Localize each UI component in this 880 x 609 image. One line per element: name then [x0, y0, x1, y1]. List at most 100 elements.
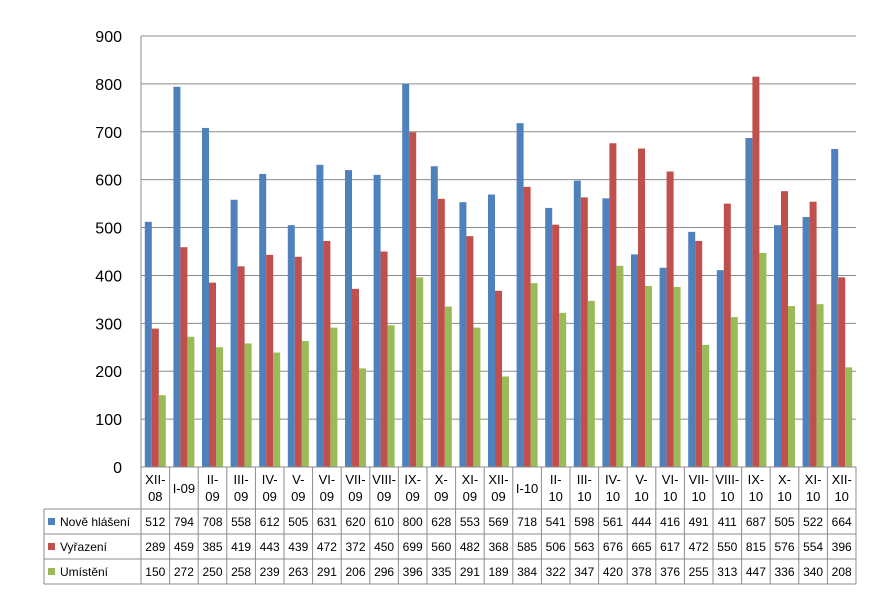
- bar-vyřazení: [723, 203, 731, 467]
- data-label: 699: [403, 540, 423, 554]
- bar-umístění: [530, 283, 538, 467]
- data-label: 450: [374, 540, 394, 554]
- bar-vyřazení: [266, 254, 274, 467]
- data-label: 336: [774, 565, 794, 579]
- bar-umístění: [416, 277, 424, 467]
- data-label: 459: [174, 540, 194, 554]
- data-label: 444: [631, 515, 651, 529]
- category-label: XII-: [145, 472, 165, 487]
- data-label: 610: [374, 515, 394, 529]
- category-label: X-: [778, 472, 791, 487]
- y-axis-labels: 0 100 200 300 400 500 600 700 800 900: [95, 29, 122, 477]
- category-label: VII-: [689, 472, 709, 487]
- bar-vyřazení: [809, 201, 817, 467]
- category-label: IV-: [262, 472, 278, 487]
- bar-umístění: [816, 304, 824, 467]
- category-label: I-09: [173, 481, 195, 496]
- category-label: 09: [434, 489, 448, 504]
- series-name: Nově hlášení: [60, 515, 131, 529]
- data-label: 443: [260, 540, 280, 554]
- category-label: 09: [405, 489, 419, 504]
- bar-vyřazení: [466, 236, 474, 467]
- bar-vyřazení: [580, 197, 588, 467]
- bar-vyřazení: [151, 328, 159, 467]
- data-label: 291: [460, 565, 480, 579]
- bar-nově-hlášení: [459, 202, 467, 467]
- data-label: 291: [317, 565, 337, 579]
- category-label: 08: [148, 489, 162, 504]
- data-label: 396: [403, 565, 423, 579]
- data-label: 447: [746, 565, 766, 579]
- data-label: 206: [345, 565, 365, 579]
- bar-nově-hlášení: [745, 138, 753, 467]
- bar-umístění: [473, 327, 481, 467]
- data-label: 505: [774, 515, 794, 529]
- bar-nově-hlášení: [373, 174, 381, 467]
- data-label: 189: [488, 565, 508, 579]
- series-name: Vyřazení: [60, 540, 108, 554]
- data-label: 250: [202, 565, 222, 579]
- category-label: IX-: [404, 472, 421, 487]
- bar-umístění: [187, 336, 195, 467]
- bar-nově-hlášení: [716, 270, 724, 467]
- data-label: 794: [174, 515, 194, 529]
- category-label: XII-: [832, 472, 852, 487]
- data-label: 628: [431, 515, 451, 529]
- bar-nově-hlášení: [345, 170, 352, 468]
- data-label: 815: [746, 540, 766, 554]
- bar-vyřazení: [695, 240, 703, 467]
- category-label: 09: [491, 489, 505, 504]
- bar-umístění: [616, 265, 624, 467]
- data-label: 368: [488, 540, 508, 554]
- data-label: 384: [517, 565, 537, 579]
- category-label: 10: [634, 489, 648, 504]
- category-label: I-10: [516, 481, 538, 496]
- data-label: 272: [174, 565, 194, 579]
- category-label: 10: [834, 489, 848, 504]
- bar-vyřazení: [237, 266, 245, 467]
- data-label: 340: [803, 565, 823, 579]
- category-label: VII-: [345, 472, 365, 487]
- bar-nově-hlášení: [316, 164, 324, 467]
- data-label: 263: [288, 565, 308, 579]
- bar-vyřazení: [752, 76, 760, 467]
- data-label: 296: [374, 565, 394, 579]
- bar-nově-hlášení: [287, 225, 295, 467]
- data-label: 585: [517, 540, 537, 554]
- data-label: 522: [803, 515, 823, 529]
- bar-nově-hlášení: [831, 149, 839, 468]
- data-label: 550: [717, 540, 737, 554]
- category-label: 10: [749, 489, 763, 504]
- data-label: 631: [317, 515, 337, 529]
- category-label: VI-: [662, 472, 679, 487]
- data-label: 239: [260, 565, 280, 579]
- legend-key: [48, 568, 55, 575]
- bar-umístění: [444, 306, 452, 467]
- category-label: 09: [205, 489, 219, 504]
- bar-umístění: [759, 252, 767, 467]
- data-label: 335: [431, 565, 451, 579]
- bar-vyřazení: [209, 282, 216, 467]
- data-label: 372: [345, 540, 365, 554]
- data-label: 558: [231, 515, 251, 529]
- data-label: 150: [145, 565, 165, 579]
- bar-nově-hlášení: [202, 127, 209, 468]
- data-label: 322: [546, 565, 566, 579]
- bar-vyřazení: [781, 191, 788, 467]
- y-tick-label: 600: [95, 173, 122, 190]
- category-label: 10: [663, 489, 677, 504]
- category-label: 09: [377, 489, 391, 504]
- bar-nově-hlášení: [430, 166, 438, 467]
- data-label: 576: [774, 540, 794, 554]
- category-label: 09: [463, 489, 477, 504]
- bar-umístění: [387, 325, 395, 467]
- legend-key: [48, 518, 55, 525]
- bar-nově-hlášení: [230, 199, 238, 467]
- data-label: 419: [231, 540, 251, 554]
- bar-vyřazení: [552, 224, 560, 467]
- bar-nově-hlášení: [688, 231, 696, 467]
- y-tick-label: 800: [95, 77, 122, 94]
- data-label: 416: [660, 515, 680, 529]
- bar-umístění: [788, 306, 795, 467]
